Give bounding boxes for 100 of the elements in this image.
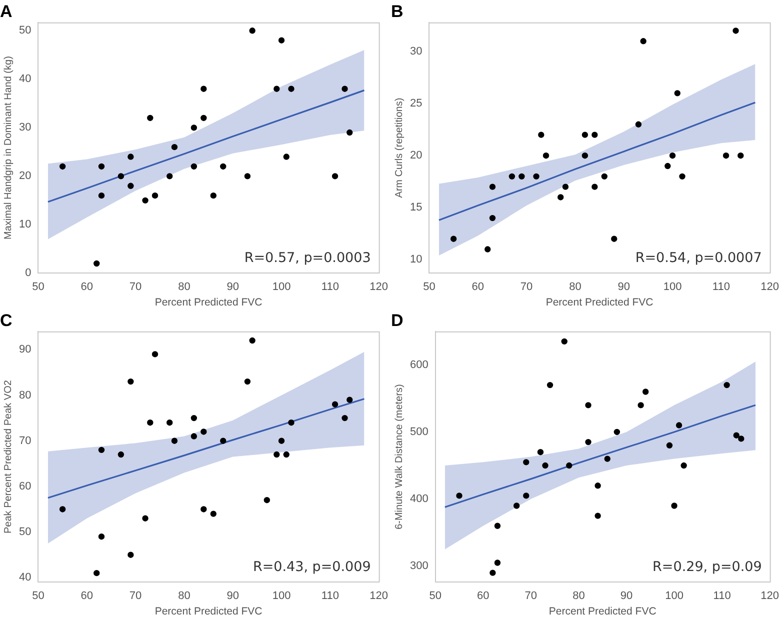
y-tick-label: 10 xyxy=(410,254,422,266)
x-tick-label: 70 xyxy=(520,280,533,293)
point xyxy=(249,28,256,34)
point xyxy=(166,173,173,180)
point xyxy=(666,442,673,448)
point xyxy=(676,422,682,428)
point xyxy=(118,173,124,180)
point xyxy=(244,173,251,180)
point xyxy=(142,515,148,522)
x-tick-label: 100 xyxy=(665,590,684,602)
point xyxy=(679,173,686,180)
point xyxy=(98,163,105,170)
point xyxy=(537,449,544,456)
point xyxy=(278,37,285,44)
y-tick-label: 25 xyxy=(410,98,422,110)
y-tick-label: 300 xyxy=(410,560,428,572)
point xyxy=(171,438,178,444)
point xyxy=(546,382,554,388)
point xyxy=(494,522,501,529)
x-tick-label: 60 xyxy=(472,280,484,293)
point xyxy=(94,260,100,267)
point xyxy=(190,414,198,422)
annotation: R=0.29, p=0.09 xyxy=(652,558,762,575)
x-tick-label: 70 xyxy=(129,590,142,602)
y-tick-label: 20 xyxy=(410,150,422,162)
point xyxy=(594,512,601,519)
point xyxy=(582,132,588,138)
x-tick-label: 90 xyxy=(226,590,239,602)
y-tick-label: 30 xyxy=(410,46,422,58)
point xyxy=(332,401,338,408)
x-tick-label: 110 xyxy=(321,590,339,602)
point xyxy=(592,184,598,190)
point xyxy=(664,162,671,170)
x-tick-label: 90 xyxy=(620,590,633,602)
point xyxy=(59,163,66,170)
point xyxy=(513,502,520,509)
point xyxy=(264,497,270,504)
y-tick-label: 0 xyxy=(25,267,32,280)
point xyxy=(582,152,588,159)
point xyxy=(200,86,207,92)
y-axis-title: 6-Minute Walk Distance (meters) xyxy=(394,384,405,530)
point xyxy=(200,114,207,122)
point xyxy=(283,154,290,160)
point xyxy=(671,502,678,509)
y-tick-label: 60 xyxy=(18,480,32,492)
x-tick-label: 110 xyxy=(321,280,339,293)
point xyxy=(508,173,516,180)
point xyxy=(274,86,280,92)
y-tick-label: 40 xyxy=(18,572,32,584)
x-tick-label: 60 xyxy=(477,590,490,602)
point xyxy=(558,194,564,200)
point xyxy=(484,246,491,252)
y-tick-label: 30 xyxy=(18,122,32,134)
point xyxy=(274,451,280,458)
x-tick-label: 100 xyxy=(272,590,291,602)
point xyxy=(128,154,134,160)
x-tick-label: 50 xyxy=(32,590,44,602)
point xyxy=(98,192,105,199)
point xyxy=(585,402,592,408)
point xyxy=(346,129,353,136)
point xyxy=(669,152,676,159)
y-tick-label: 15 xyxy=(410,202,422,214)
point xyxy=(128,552,134,558)
x-tick-label: 80 xyxy=(572,590,585,602)
point xyxy=(585,438,592,446)
point xyxy=(118,451,124,458)
x-tick-label: 70 xyxy=(524,590,538,602)
x-tick-label: 50 xyxy=(429,590,442,602)
chart-title: D xyxy=(391,310,404,330)
annotation: R=0.57, p=0.0003 xyxy=(244,250,371,266)
point xyxy=(288,86,294,92)
x-tick-label: 70 xyxy=(129,280,142,293)
y-tick-label: 500 xyxy=(410,426,428,438)
point xyxy=(614,428,620,436)
point xyxy=(332,173,338,180)
point xyxy=(538,132,544,138)
point xyxy=(738,436,744,442)
point xyxy=(128,378,134,385)
x-tick-label: 80 xyxy=(178,280,190,293)
point xyxy=(346,396,353,403)
y-tick-label: 50 xyxy=(18,526,32,538)
point xyxy=(283,451,290,458)
point xyxy=(342,414,348,422)
point xyxy=(680,462,687,469)
point xyxy=(722,152,730,159)
point xyxy=(635,121,642,128)
point xyxy=(523,459,530,466)
point xyxy=(244,378,251,385)
x-tick-label: 110 xyxy=(713,590,731,602)
y-tick-label: 80 xyxy=(18,389,32,402)
x-tick-label: 90 xyxy=(618,280,630,293)
point xyxy=(674,90,680,96)
y-tick-label: 10 xyxy=(18,218,32,231)
x-axis-title: Percent Predicted FVC xyxy=(154,606,263,618)
x-tick-label: 80 xyxy=(178,590,190,602)
point xyxy=(147,114,154,122)
point xyxy=(200,428,207,435)
point xyxy=(732,28,739,34)
x-tick-label: 90 xyxy=(226,280,239,293)
point xyxy=(220,163,226,170)
